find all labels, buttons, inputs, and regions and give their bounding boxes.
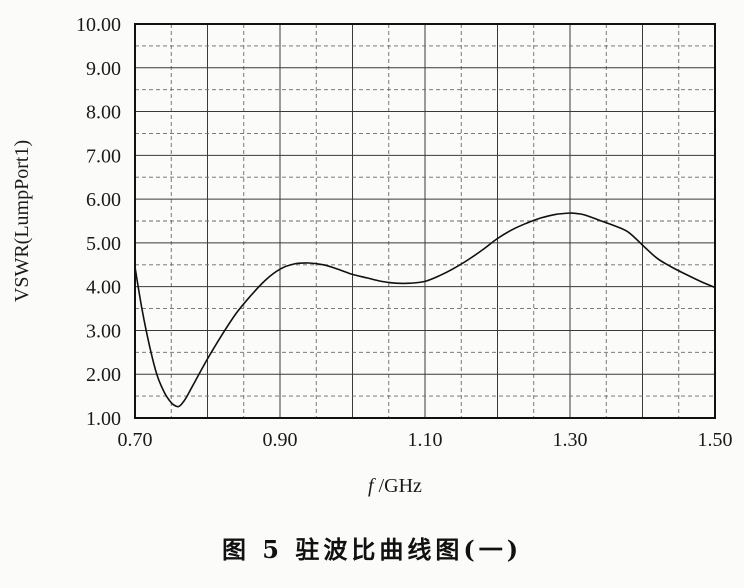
y-tick-label: 2.00 <box>86 364 121 386</box>
y-tick-label: 7.00 <box>86 145 121 167</box>
x-axis-title-symbol: f <box>368 475 376 497</box>
x-tick-label: 1.50 <box>698 429 733 451</box>
y-tick-label: 9.00 <box>86 58 121 80</box>
y-tick-label: 4.00 <box>86 277 121 299</box>
x-tick-label: 0.90 <box>263 429 298 451</box>
y-axis-title: VSWR(LumpPort1) <box>11 140 33 302</box>
x-tick-label: 1.10 <box>408 429 443 451</box>
vswr-curve <box>134 212 716 408</box>
x-tick-labels: 0.70 0.90 1.10 1.30 1.50 <box>118 429 733 451</box>
grid <box>135 24 715 418</box>
x-axis-title-unit: /GHz <box>374 475 422 497</box>
x-tick-label: 1.30 <box>553 429 588 451</box>
y-tick-label: 5.00 <box>86 233 121 255</box>
plot-frame <box>134 23 716 419</box>
y-tick-labels: 1.00 2.00 3.00 4.00 5.00 6.00 7.00 8.00 9.00 10.0… <box>76 14 121 430</box>
y-tick-label: 10.00 <box>76 14 121 36</box>
x-tick-label: 0.70 <box>118 429 153 451</box>
y-tick-label: 1.00 <box>86 408 121 430</box>
y-tick-label: 8.00 <box>86 102 121 124</box>
x-axis-title: f /GHz <box>368 475 422 497</box>
y-tick-label: 3.00 <box>86 320 121 342</box>
vswr-chart: 1.00 2.00 3.00 4.00 5.00 6.00 7.00 8.00 9.00 10.0… <box>11 14 733 497</box>
figure-caption: 图 5 驻波比曲线图(一) <box>221 535 523 564</box>
y-tick-label: 6.00 <box>86 189 121 211</box>
